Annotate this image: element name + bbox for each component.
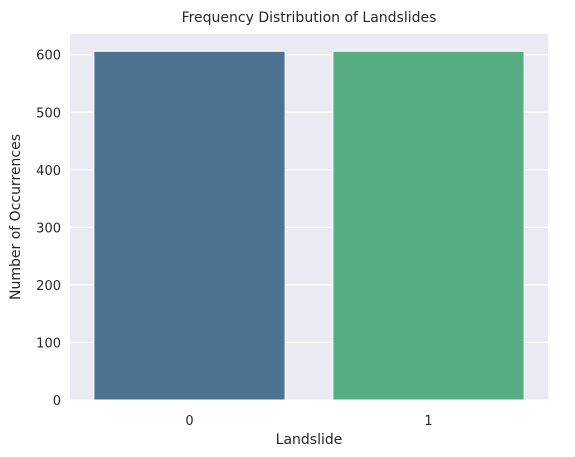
y-tick-label: 600 — [36, 49, 61, 64]
y-tick-label: 500 — [36, 106, 61, 121]
y-tick-label: 300 — [36, 221, 61, 236]
x-tick-label: 0 — [185, 414, 193, 429]
y-tick-label: 400 — [36, 164, 61, 179]
chart-title: Frequency Distribution of Landslides — [182, 10, 437, 26]
x-tick-label: 1 — [424, 414, 432, 429]
bar-1 — [332, 50, 525, 401]
x-axis-label: Landslide — [276, 432, 343, 448]
y-tick-label: 100 — [36, 336, 61, 351]
bars — [93, 50, 525, 401]
y-axis-label: Number of Occurrences — [8, 134, 24, 300]
y-tick-label: 200 — [36, 279, 61, 294]
y-tick-label: 0 — [53, 394, 61, 409]
bar-0 — [93, 50, 286, 401]
y-axis-ticks: 0 100 200 300 400 500 600 — [36, 49, 61, 409]
